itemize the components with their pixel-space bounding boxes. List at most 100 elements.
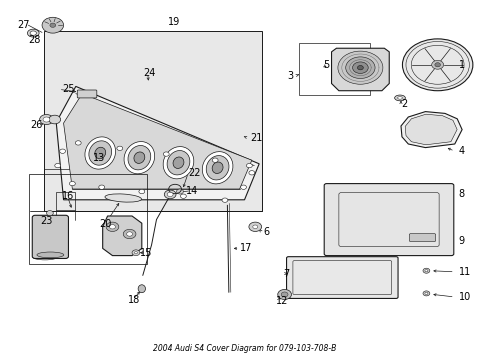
Circle shape bbox=[434, 63, 440, 67]
Circle shape bbox=[60, 149, 65, 153]
Polygon shape bbox=[63, 94, 251, 189]
Circle shape bbox=[281, 292, 287, 297]
Text: 12: 12 bbox=[276, 296, 288, 306]
Circle shape bbox=[212, 158, 218, 162]
Text: 28: 28 bbox=[28, 35, 41, 45]
Circle shape bbox=[431, 60, 443, 69]
Text: 7: 7 bbox=[283, 269, 289, 279]
Circle shape bbox=[123, 229, 136, 239]
Circle shape bbox=[424, 292, 427, 294]
Text: 8: 8 bbox=[458, 189, 464, 199]
Ellipse shape bbox=[89, 141, 111, 165]
Circle shape bbox=[180, 194, 186, 198]
Circle shape bbox=[139, 189, 144, 194]
Ellipse shape bbox=[95, 147, 105, 159]
Polygon shape bbox=[56, 86, 259, 200]
Ellipse shape bbox=[33, 230, 57, 235]
Circle shape bbox=[46, 211, 53, 216]
Ellipse shape bbox=[394, 95, 405, 101]
Text: 6: 6 bbox=[263, 227, 269, 237]
Polygon shape bbox=[102, 216, 142, 256]
Ellipse shape bbox=[128, 145, 150, 170]
Ellipse shape bbox=[167, 150, 189, 175]
Circle shape bbox=[134, 252, 137, 254]
Circle shape bbox=[40, 114, 53, 125]
Ellipse shape bbox=[30, 31, 36, 35]
Circle shape bbox=[357, 66, 363, 70]
Text: 2: 2 bbox=[400, 99, 407, 109]
Ellipse shape bbox=[33, 255, 57, 260]
Bar bbox=[44, 31, 261, 211]
Circle shape bbox=[132, 250, 140, 256]
Circle shape bbox=[277, 289, 291, 300]
Circle shape bbox=[176, 189, 183, 194]
Polygon shape bbox=[405, 114, 456, 145]
Circle shape bbox=[109, 225, 115, 229]
Text: 10: 10 bbox=[458, 292, 470, 302]
Bar bbox=[29, 174, 146, 264]
Circle shape bbox=[246, 163, 252, 168]
Ellipse shape bbox=[202, 152, 232, 184]
Circle shape bbox=[167, 192, 173, 197]
Circle shape bbox=[99, 185, 104, 189]
Circle shape bbox=[117, 146, 122, 150]
Circle shape bbox=[69, 181, 75, 186]
Ellipse shape bbox=[33, 220, 57, 225]
Ellipse shape bbox=[33, 215, 57, 220]
Bar bbox=[299, 43, 369, 95]
Text: 2004 Audi S4 Cover Diagram for 079-103-708-B: 2004 Audi S4 Cover Diagram for 079-103-7… bbox=[152, 344, 336, 353]
Circle shape bbox=[248, 171, 254, 175]
Circle shape bbox=[248, 222, 261, 231]
Ellipse shape bbox=[33, 225, 57, 230]
Circle shape bbox=[164, 190, 176, 199]
Text: 23: 23 bbox=[40, 216, 52, 226]
Text: 26: 26 bbox=[30, 120, 42, 130]
Circle shape bbox=[43, 117, 50, 122]
Text: 1: 1 bbox=[458, 60, 464, 70]
Text: 19: 19 bbox=[167, 17, 180, 27]
Circle shape bbox=[422, 291, 429, 296]
Text: 22: 22 bbox=[188, 168, 201, 178]
FancyBboxPatch shape bbox=[408, 234, 435, 242]
Circle shape bbox=[55, 163, 61, 168]
Circle shape bbox=[106, 222, 119, 231]
FancyBboxPatch shape bbox=[77, 90, 97, 98]
Text: 5: 5 bbox=[322, 60, 328, 70]
Text: 16: 16 bbox=[62, 191, 75, 201]
FancyBboxPatch shape bbox=[286, 257, 397, 298]
Ellipse shape bbox=[134, 152, 144, 163]
Text: 3: 3 bbox=[286, 71, 293, 81]
Ellipse shape bbox=[33, 240, 57, 245]
Ellipse shape bbox=[27, 29, 39, 37]
Ellipse shape bbox=[105, 194, 141, 202]
Ellipse shape bbox=[37, 252, 63, 258]
Ellipse shape bbox=[206, 156, 228, 180]
Ellipse shape bbox=[138, 285, 145, 293]
Text: 18: 18 bbox=[128, 294, 141, 305]
Circle shape bbox=[337, 51, 382, 84]
Ellipse shape bbox=[173, 157, 183, 168]
FancyBboxPatch shape bbox=[324, 184, 453, 256]
Text: 14: 14 bbox=[185, 186, 198, 196]
Ellipse shape bbox=[33, 245, 57, 250]
Polygon shape bbox=[331, 48, 388, 91]
Text: 4: 4 bbox=[458, 146, 464, 156]
Bar bbox=[56, 192, 75, 210]
Text: 24: 24 bbox=[142, 68, 155, 78]
Text: 25: 25 bbox=[62, 84, 75, 94]
Ellipse shape bbox=[163, 147, 193, 179]
Text: 13: 13 bbox=[92, 153, 105, 163]
Circle shape bbox=[75, 141, 81, 145]
Text: 27: 27 bbox=[17, 20, 30, 30]
Polygon shape bbox=[400, 112, 461, 148]
Circle shape bbox=[126, 232, 132, 236]
Text: 17: 17 bbox=[239, 243, 251, 253]
Ellipse shape bbox=[212, 162, 223, 174]
Text: 20: 20 bbox=[99, 219, 111, 229]
Ellipse shape bbox=[397, 97, 402, 99]
Ellipse shape bbox=[33, 235, 57, 240]
Ellipse shape bbox=[85, 137, 115, 169]
Ellipse shape bbox=[33, 250, 57, 255]
Text: 15: 15 bbox=[139, 248, 152, 258]
Circle shape bbox=[402, 39, 472, 91]
